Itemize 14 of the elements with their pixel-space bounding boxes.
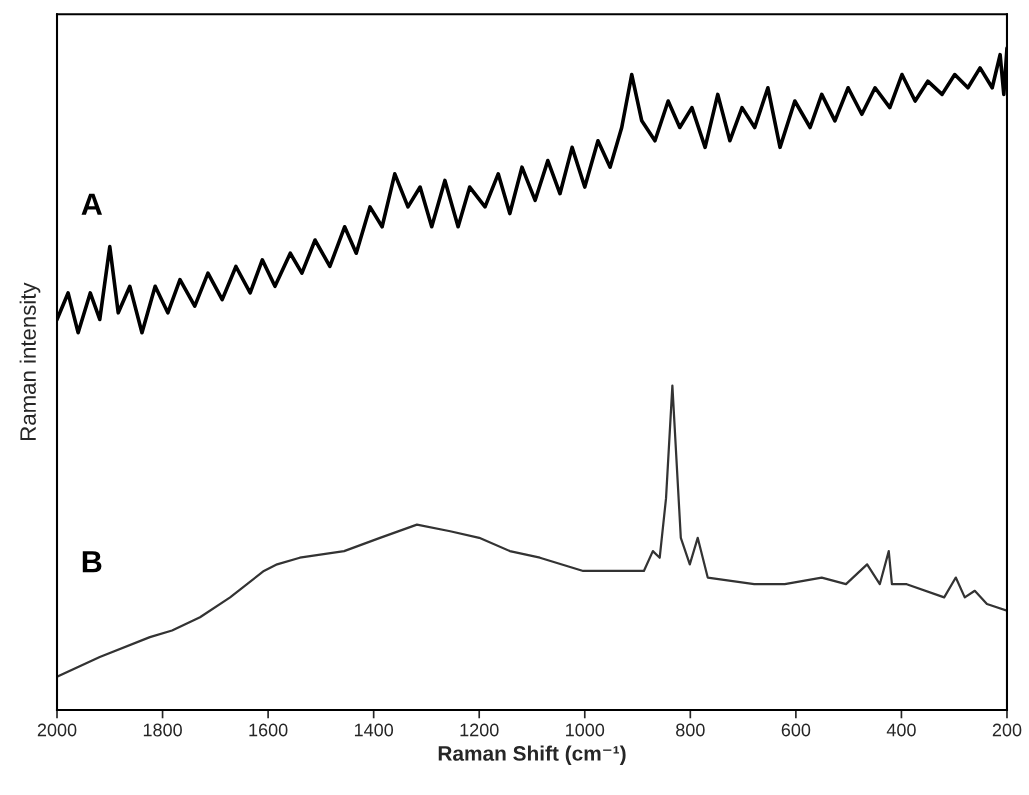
x-tick-label: 2000: [37, 723, 77, 737]
x-tick-label: 1000: [566, 723, 605, 737]
x-tick-label: 1600: [249, 723, 288, 737]
x-tick-label: 400: [886, 723, 916, 737]
x-tick-label: 800: [676, 723, 705, 737]
x-tick-label: 600: [781, 723, 811, 737]
x-tick-label: 200: [992, 723, 1022, 737]
x-tick-label: 1200: [460, 723, 499, 737]
text: B: [82, 551, 102, 573]
series-label: A: [81, 193, 103, 215]
x-tick-label: 1400: [354, 723, 394, 737]
y-axis-title: Raman intensity: [19, 282, 41, 440]
x-tick-label: 1800: [143, 723, 182, 737]
x-axis-title: Raman Shift (cm⁻¹): [438, 745, 626, 765]
